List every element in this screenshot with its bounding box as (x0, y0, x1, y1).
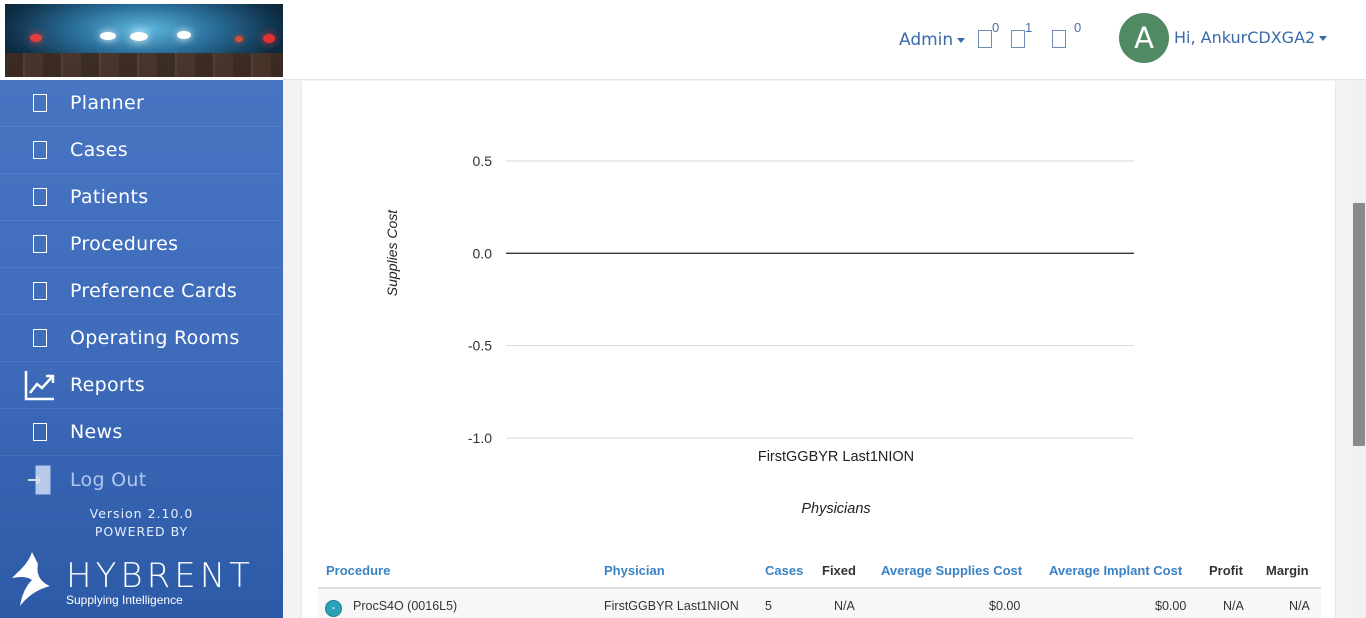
hybrent-logo: HYBRENT Supplying Intelligence (10, 550, 270, 610)
sidebar-item-procedures[interactable]: Procedures (0, 221, 283, 268)
sidebar-item-label: Procedures (70, 233, 179, 255)
sidebar-item-planner[interactable]: Planner (0, 80, 283, 127)
cell-physician: FirstGGBYR Last1NION (604, 599, 739, 613)
cell-cases: 5 (765, 599, 772, 613)
patients-icon (24, 181, 56, 213)
notification-count: 0 (992, 20, 1000, 35)
sidebar-item-preference-cards[interactable]: Preference Cards (0, 268, 283, 315)
table-header: Procedure Physician Cases Fixed Average … (318, 559, 1321, 589)
planner-icon (24, 87, 56, 119)
col-profit: Profit (1209, 563, 1243, 578)
sidebar-item-news[interactable]: News (0, 409, 283, 456)
sidebar-item-label: Patients (70, 186, 149, 208)
sidebar-item-label: Operating Rooms (70, 327, 240, 349)
sidebar-item-cases[interactable]: Cases (0, 127, 283, 174)
message-count: 1 (1025, 20, 1033, 35)
col-average-implant-cost[interactable]: Average Implant Cost (1049, 563, 1183, 578)
top-header: Admin 0 1 0 A Hi, AnkurCDXGA2 (283, 0, 1366, 80)
col-fixed: Fixed (822, 563, 856, 578)
sidebar-item-label: News (70, 421, 123, 443)
collapse-row-button[interactable]: - (325, 600, 342, 617)
logout-door-icon (24, 464, 56, 496)
y-tick-label: -1.0 (468, 430, 492, 446)
sidebar-item-label: Planner (70, 92, 145, 114)
logout-label: Log Out (70, 468, 147, 491)
sidebar-item-label: Cases (70, 139, 128, 161)
notification-icon[interactable] (978, 30, 992, 48)
chevron-down-icon (957, 37, 966, 43)
version-text: Version 2.10.0 (89, 506, 194, 521)
brand-name: HYBRENT (66, 556, 254, 596)
cell-fixed: N/A (834, 599, 855, 613)
sidebar-item-label: Preference Cards (70, 280, 238, 302)
reports-chart-icon (24, 369, 56, 401)
cell-procedure: ProcS4O (0016L5) (353, 599, 458, 613)
sidebar-item-patients[interactable]: Patients (0, 174, 283, 221)
x-tick-label: FirstGGBYR Last1NION (758, 449, 914, 465)
y-tick-label: 0.0 (473, 245, 493, 261)
col-physician[interactable]: Physician (604, 563, 665, 578)
col-procedure[interactable]: Procedure (326, 563, 391, 578)
sidebar-item-operating-rooms[interactable]: Operating Rooms (0, 315, 283, 362)
alert-count: 0 (1074, 20, 1082, 35)
sidebar-nav: Planner Cases Patients Procedures Prefer… (0, 80, 283, 503)
alert-icon[interactable] (1052, 30, 1066, 48)
col-average-supplies-cost[interactable]: Average Supplies Cost (881, 563, 1023, 578)
news-icon (24, 416, 56, 448)
report-panel: 0.5 0.0 -0.5 -1.0 FirstGGBYR Last1NION Physic… (301, 81, 1336, 618)
version-info: Version 2.10.0 POWERED BY (0, 505, 283, 541)
scrollbar-thumb[interactable] (1353, 203, 1365, 446)
y-tick-label: -0.5 (468, 338, 492, 354)
procedures-icon (24, 228, 56, 260)
y-axis-title: Supplies Cost (384, 209, 400, 296)
col-margin: Margin (1266, 563, 1309, 578)
banner-image (5, 4, 283, 77)
col-cases[interactable]: Cases (765, 563, 804, 578)
avatar[interactable]: A (1119, 13, 1169, 63)
hybrent-bird-icon (12, 552, 50, 606)
x-axis-title: Physicians (801, 501, 870, 517)
powered-by-text: POWERED BY (94, 524, 189, 539)
sidebar-item-reports[interactable]: Reports (0, 362, 283, 409)
y-tick-label: 0.5 (473, 153, 493, 169)
preference-cards-icon (24, 275, 56, 307)
cell-margin: N/A (1289, 599, 1310, 613)
operating-rooms-icon (24, 322, 56, 354)
sidebar-item-logout[interactable]: Log Out (0, 456, 283, 503)
brand-tagline: Supplying Intelligence (66, 593, 183, 607)
cell-profit: N/A (1223, 599, 1244, 613)
cell-average-supplies-cost: $0.00 (989, 599, 1021, 613)
admin-menu[interactable]: Admin (899, 30, 966, 50)
table-row: - ProcS4O (0016L5) FirstGGBYR Last1NION … (318, 589, 1321, 618)
supplies-cost-chart: 0.5 0.0 -0.5 -1.0 FirstGGBYR Last1NION Physic… (384, 153, 1134, 517)
sidebar: Planner Cases Patients Procedures Prefer… (0, 0, 283, 618)
sidebar-item-label: Reports (70, 374, 145, 396)
report-table: Procedure Physician Cases Fixed Average … (318, 559, 1321, 618)
user-greeting: Hi, AnkurCDXGA2 (1174, 28, 1316, 47)
message-icon[interactable] (1011, 30, 1025, 48)
admin-menu-label: Admin (899, 30, 954, 50)
chevron-down-icon (1319, 36, 1328, 41)
user-menu[interactable]: Hi, AnkurCDXGA2 (1174, 28, 1328, 47)
cell-average-implant-cost: $0.00 (1155, 599, 1187, 613)
logo-area (0, 0, 283, 80)
cases-icon (24, 134, 56, 166)
